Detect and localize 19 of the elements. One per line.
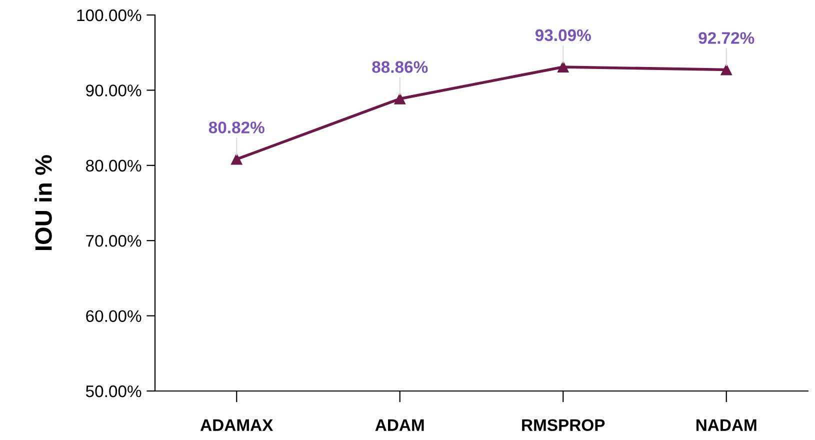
- data-label: 93.09%: [535, 29, 591, 42]
- point: [558, 61, 569, 73]
- y-tick-label: 80.00%: [86, 160, 142, 172]
- x-tick-label: ADAMAX: [200, 419, 274, 431]
- x-tick-label: RMSPROP: [522, 419, 605, 432]
- x-tick-label: NADAM: [696, 419, 756, 431]
- data-label: 80.82%: [208, 122, 264, 134]
- point: [720, 64, 732, 76]
- y-tick-label: 50.00%: [86, 385, 142, 398]
- data-label: 88.86%: [372, 61, 428, 73]
- y-axis-title: IOU in %: [34, 155, 52, 250]
- x-tick-label: ADAM: [375, 419, 424, 431]
- y-tick-label: 100.00%: [77, 9, 142, 22]
- y-tick-label: 70.00%: [86, 235, 142, 247]
- y-tick-label: 60.00%: [86, 310, 142, 322]
- point: [231, 154, 242, 165]
- point: [394, 93, 406, 104]
- y-tick-label: 90.00%: [86, 84, 142, 96]
- data-label: 92.72%: [698, 32, 754, 44]
